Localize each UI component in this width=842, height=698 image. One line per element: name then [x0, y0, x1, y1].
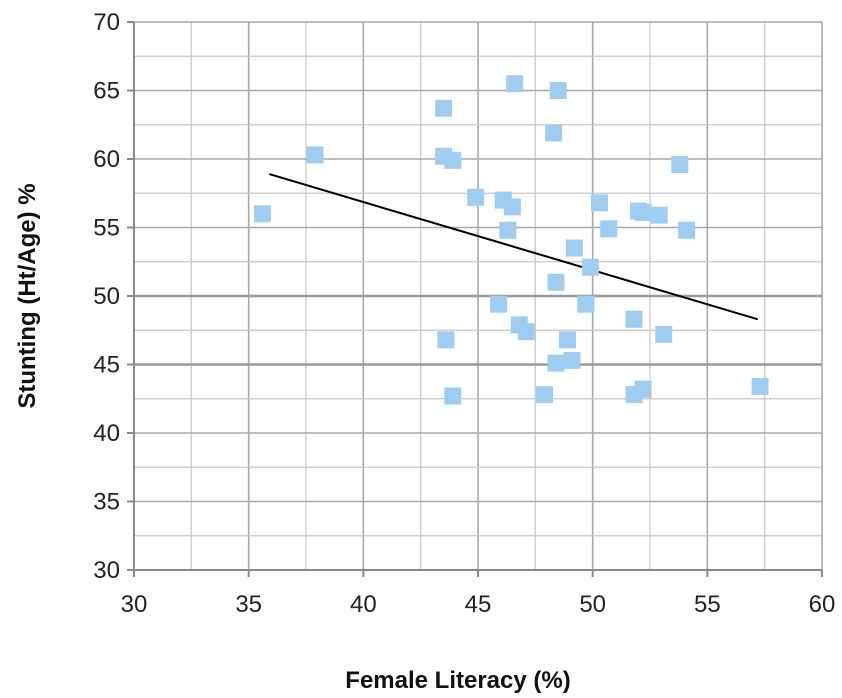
- data-point: [625, 310, 643, 328]
- data-point: [650, 206, 668, 224]
- data-point: [503, 198, 521, 216]
- data-point: [655, 325, 673, 343]
- data-point: [671, 155, 689, 173]
- data-point: [600, 220, 618, 238]
- y-tick-label: 55: [93, 215, 120, 242]
- x-tick-label: 50: [579, 591, 606, 618]
- data-point: [547, 354, 565, 372]
- y-axis-title: Stunting (Ht/Age) %: [14, 183, 41, 408]
- data-point: [577, 295, 595, 313]
- data-point: [545, 124, 563, 142]
- data-point: [467, 188, 485, 206]
- data-point: [253, 205, 271, 223]
- data-point: [306, 146, 324, 164]
- data-point: [444, 387, 462, 405]
- data-point: [751, 377, 769, 395]
- data-point: [437, 331, 455, 349]
- data-point: [581, 258, 599, 276]
- data-point: [678, 221, 696, 239]
- y-tick-label: 45: [93, 352, 120, 379]
- y-tick-label: 35: [93, 489, 120, 516]
- y-tick-label: 40: [93, 420, 120, 447]
- data-point: [517, 323, 535, 341]
- y-tick-label: 30: [93, 557, 120, 584]
- data-point: [549, 82, 567, 99]
- x-tick-label: 45: [465, 591, 492, 618]
- data-point: [490, 295, 508, 313]
- y-tick-label: 60: [93, 146, 120, 173]
- y-tick-label: 50: [93, 283, 120, 310]
- data-point: [536, 386, 554, 404]
- x-tick-label: 35: [235, 591, 262, 618]
- data-points: [253, 75, 769, 405]
- data-point: [565, 239, 583, 257]
- y-tick-label: 70: [93, 9, 120, 36]
- data-point: [499, 221, 517, 239]
- axes: [127, 21, 823, 577]
- y-tick-label: 65: [93, 78, 120, 105]
- data-point: [444, 151, 462, 169]
- x-tick-label: 60: [809, 591, 836, 618]
- grid: [133, 21, 823, 571]
- tick-labels: 30 35 40 45 50 55 60 30 35 40 45 50 55 60 65 70: [93, 9, 835, 618]
- trendline-group: [269, 173, 759, 321]
- data-point: [634, 203, 652, 221]
- data-point: [591, 194, 609, 212]
- x-tick-label: 30: [121, 591, 148, 618]
- data-point: [435, 99, 453, 117]
- x-tick-label: 40: [350, 591, 377, 618]
- data-point: [558, 331, 576, 349]
- data-point: [547, 273, 565, 291]
- x-tick-label: 55: [694, 591, 721, 618]
- data-point: [634, 380, 652, 398]
- x-axis-title: Female Literacy (%): [345, 667, 570, 694]
- data-point: [506, 75, 524, 93]
- trendline: [269, 173, 759, 321]
- data-point: [563, 351, 581, 369]
